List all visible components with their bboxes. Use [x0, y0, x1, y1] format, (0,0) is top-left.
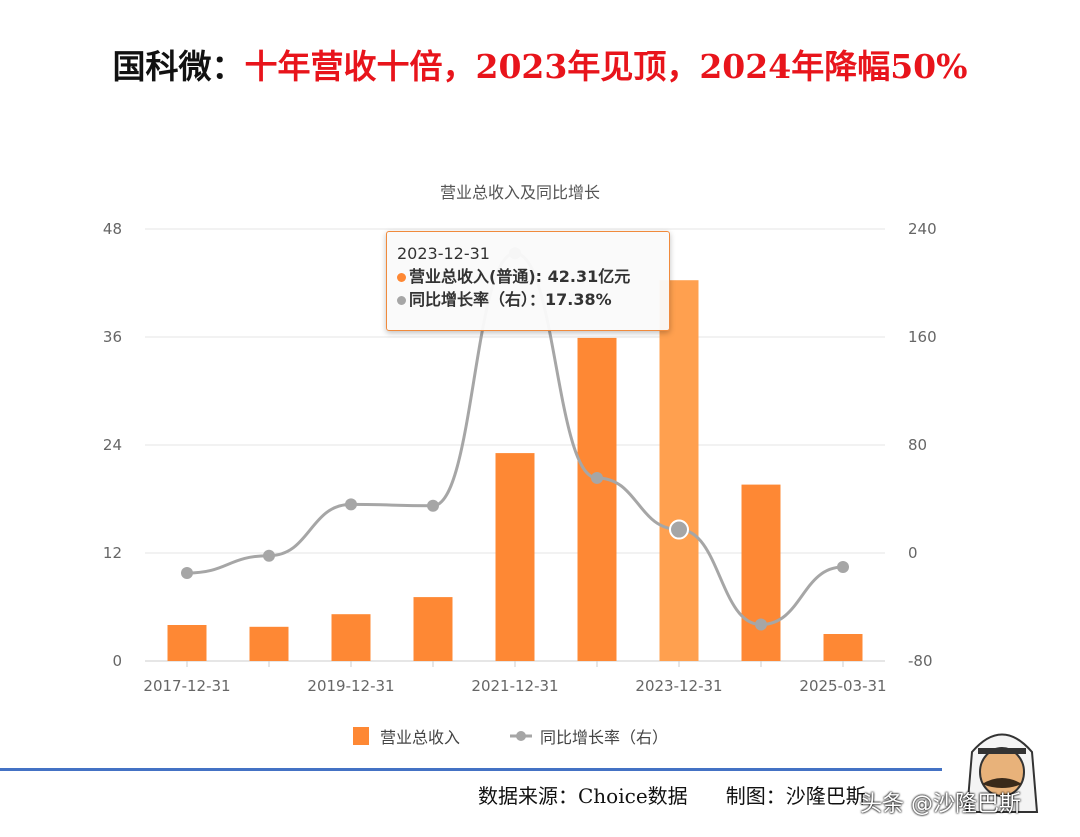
legend-growth-dot	[516, 731, 526, 741]
x-tick-label: 2021-12-31	[471, 677, 558, 695]
y-left-tick-label: 36	[103, 328, 122, 346]
legend-growth-label: 同比增长率（右）	[540, 728, 668, 747]
revenue-bar	[331, 614, 371, 661]
headline: 国科微：十年营收十倍，2023年见顶，2024年降幅50%	[0, 40, 1080, 88]
revenue-bar	[249, 626, 289, 661]
tooltip-growth-dot	[397, 296, 406, 305]
y-right-tick-label: -80	[908, 652, 933, 670]
growth-point	[837, 561, 849, 574]
source-note: 数据来源：Choice数据 制图：沙隆巴斯	[478, 784, 866, 808]
growth-point	[181, 566, 193, 579]
avatar-logo	[965, 733, 1039, 813]
growth-point	[591, 471, 603, 484]
chart-tooltip: 2023-12-31 营业总收入(普通): 42.31亿元 同比增长率（右）：1…	[386, 231, 670, 331]
growth-point	[345, 498, 357, 511]
x-tick-label: 2023-12-31	[635, 677, 722, 695]
watermark: 头条 @沙隆巴斯	[860, 792, 1021, 817]
x-tick-label: 2017-12-31	[143, 677, 230, 695]
y-left-tick-label: 0	[112, 652, 122, 670]
tooltip-date: 2023-12-31	[397, 244, 490, 263]
revenue-bar	[495, 453, 535, 661]
y-right-tick-label: 0	[908, 544, 918, 562]
legend-revenue-label: 营业总收入	[380, 728, 460, 747]
headline-main: 十年营收十倍，2023年见顶，2024年降幅50%	[244, 47, 968, 86]
headline-prefix: 国科微：	[112, 47, 245, 86]
divider	[0, 768, 942, 771]
revenue-bar	[413, 597, 453, 661]
tooltip-growth: 同比增长率（右）：17.38%	[409, 290, 612, 309]
y-left-tick-label: 12	[103, 544, 122, 562]
growth-point	[427, 499, 439, 512]
y-right-tick-label: 80	[908, 436, 927, 454]
revenue-bar	[659, 280, 699, 661]
y-left-tick-label: 48	[103, 220, 122, 238]
legend-revenue-swatch	[353, 727, 369, 745]
y-right-tick-label: 240	[908, 220, 937, 238]
y-left-tick-label: 24	[103, 436, 122, 454]
growth-point	[669, 519, 689, 540]
revenue-bar	[577, 337, 617, 661]
chart: 营业总收入及同比增长 0 -80 12 0 24 80 36 160 48 240 2017-12-3…	[103, 183, 937, 747]
y-right-tick-label: 160	[908, 328, 937, 346]
growth-point	[755, 618, 767, 631]
revenue-bar	[823, 634, 863, 661]
growth-point	[263, 549, 275, 562]
revenue-bar	[741, 484, 781, 661]
x-tick-label: 2025-03-31	[799, 677, 886, 695]
x-tick-label: 2019-12-31	[307, 677, 394, 695]
revenue-bar	[167, 625, 207, 661]
chart-title: 营业总收入及同比增长	[440, 183, 600, 202]
tooltip-revenue-dot	[397, 273, 406, 282]
tooltip-revenue: 营业总收入(普通): 42.31亿元	[409, 267, 631, 286]
